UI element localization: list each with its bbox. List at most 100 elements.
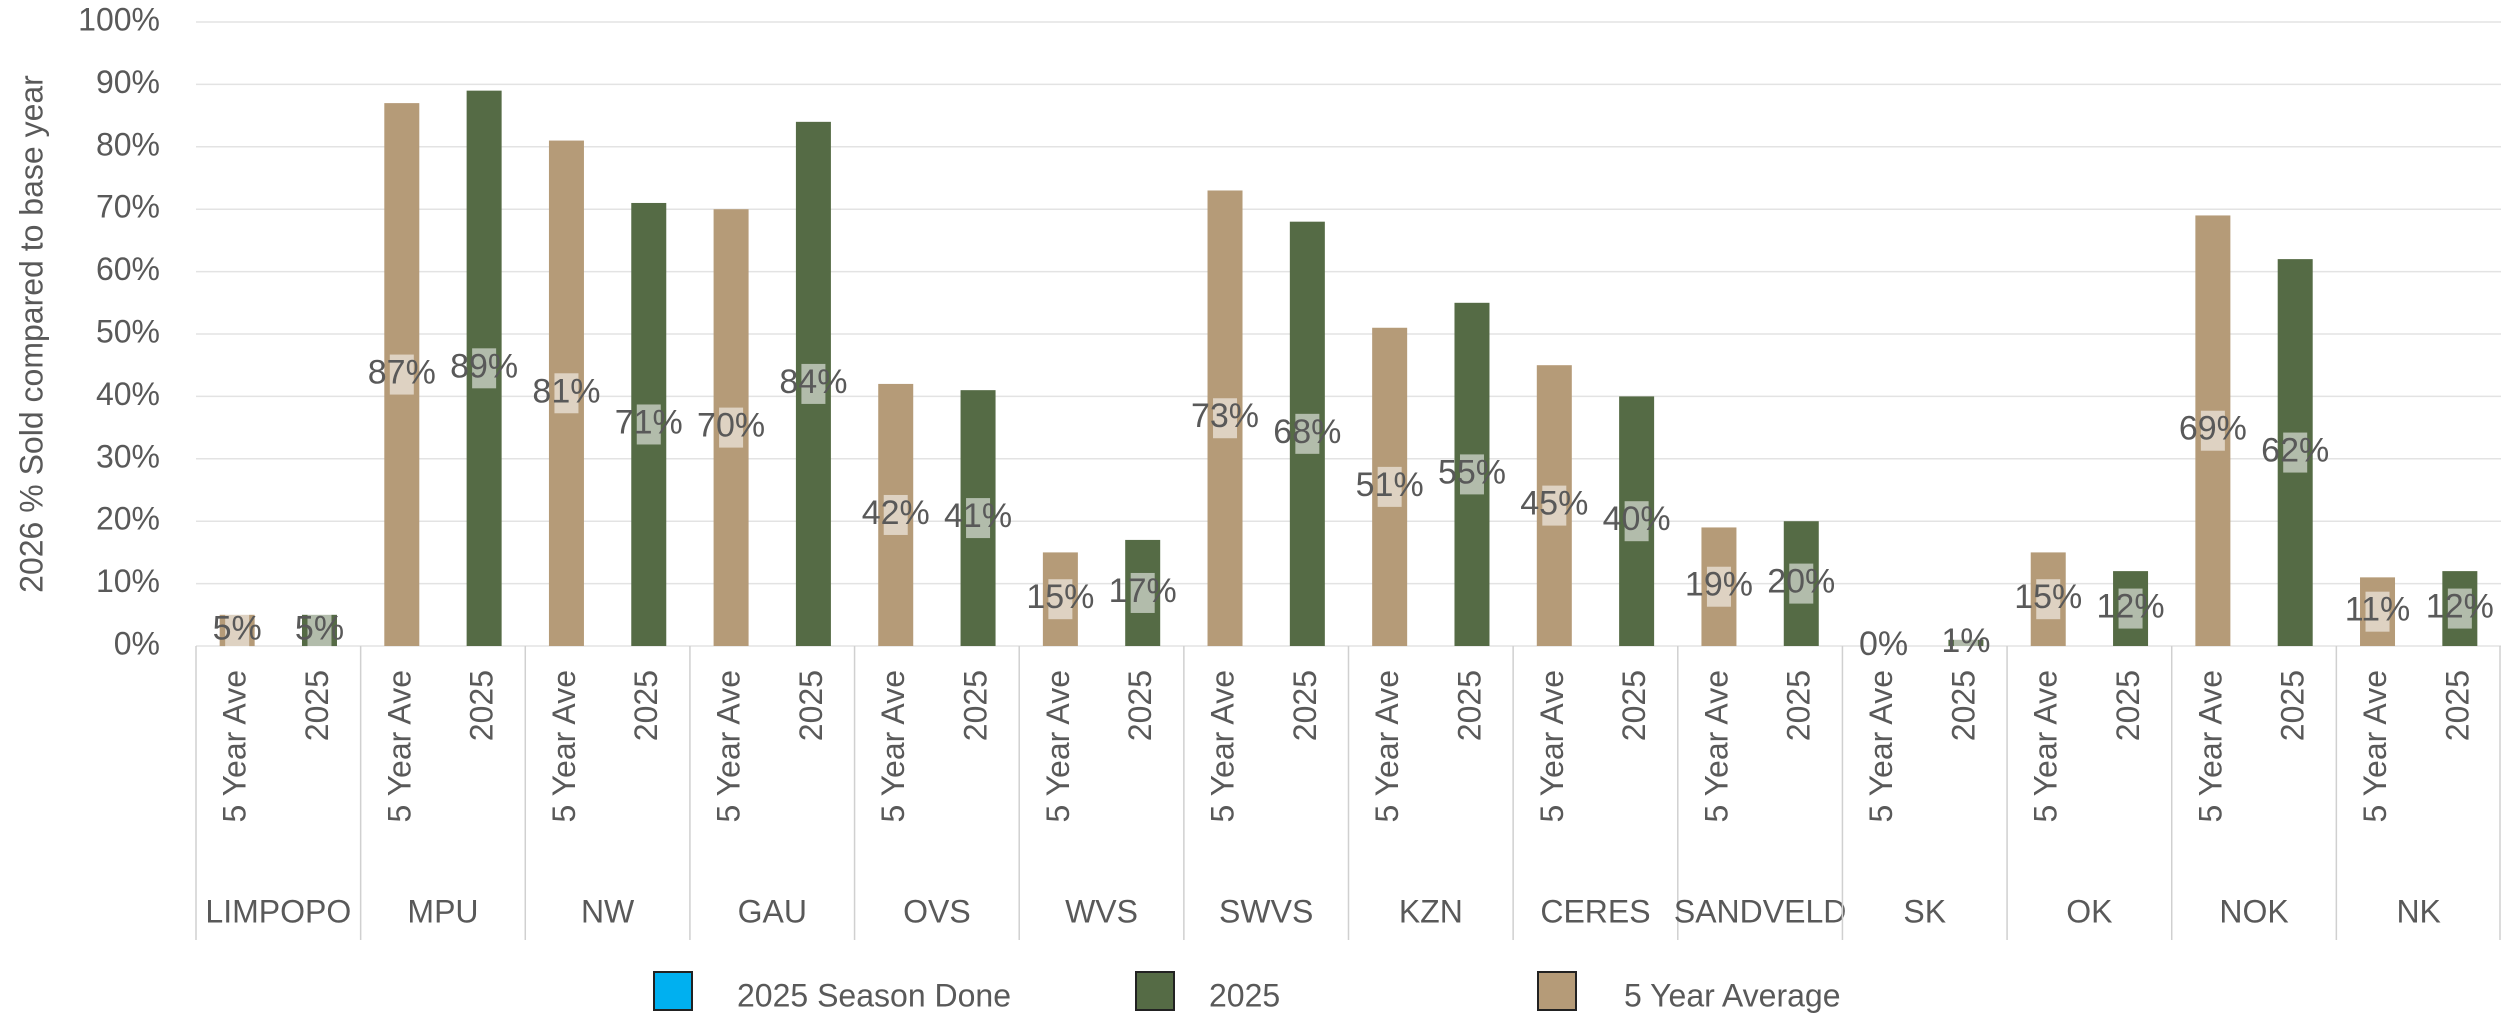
data-label: 45%: [1520, 485, 1588, 523]
x-tick-label: 2025: [2275, 670, 2311, 741]
x-tick-label: 2025: [958, 670, 994, 741]
group-label: NOK: [2219, 893, 2288, 929]
data-label: 81%: [532, 372, 600, 410]
x-tick-label: 5 Year Ave: [711, 670, 747, 822]
group-label: GAU: [738, 893, 807, 929]
data-label-background: [1295, 413, 1320, 454]
data-label-background: [472, 348, 497, 389]
group-label: KZN: [1399, 893, 1463, 929]
x-tick-label: 5 Year Ave: [546, 670, 582, 822]
x-tick-label: 5 Year Ave: [1040, 670, 1076, 822]
data-label-background: [1789, 563, 1814, 604]
data-label-background: [1953, 622, 1978, 663]
data-label: 55%: [1438, 453, 1506, 491]
data-label-background: [966, 498, 991, 539]
legend-label: 2025: [1209, 977, 1280, 1013]
x-tick-label: 2025: [1781, 670, 1817, 741]
group-label: SANDVELD: [1674, 893, 1847, 929]
group-label: LIMPOPO: [205, 893, 351, 929]
data-label-background: [1459, 454, 1484, 495]
data-label-background: [636, 404, 661, 445]
legend-label: 5 Year Average: [1624, 977, 1841, 1013]
y-tick-label: 0%: [114, 625, 160, 661]
x-tick-label: 2025: [2439, 670, 2475, 741]
group-label: CERES: [1540, 893, 1650, 929]
data-label: 70%: [697, 407, 765, 445]
y-tick-label: 50%: [96, 313, 160, 349]
data-label-background: [2447, 588, 2472, 629]
data-label: 5%: [295, 609, 344, 647]
y-tick-label: 100%: [78, 1, 160, 37]
x-tick-label: 2025: [2110, 670, 2146, 741]
x-tick-label: 5 Year Ave: [381, 670, 417, 822]
data-label-background: [1377, 466, 1402, 507]
y-tick-label: 80%: [96, 126, 160, 162]
data-label: 1%: [1941, 622, 1990, 660]
data-label-background: [1048, 579, 1073, 620]
data-label: 20%: [1767, 563, 1835, 601]
y-tick-label: 60%: [96, 251, 160, 287]
group-label: WVS: [1065, 893, 1138, 929]
y-tick-label: 30%: [96, 438, 160, 474]
x-tick-label: 2025: [628, 670, 664, 741]
data-label: 87%: [368, 354, 436, 392]
y-tick-label: 70%: [96, 189, 160, 225]
data-label: 68%: [1273, 413, 1341, 451]
x-tick-label: 2025: [1451, 670, 1487, 741]
legend-label: 2025 Season Done: [737, 977, 1011, 1013]
data-label: 12%: [2097, 588, 2165, 626]
data-label: 51%: [1356, 466, 1424, 504]
data-label: 5%: [213, 609, 262, 647]
y-tick-label: 20%: [96, 501, 160, 537]
data-label-background: [2118, 588, 2143, 629]
data-label-background: [307, 610, 332, 651]
y-axis-label: 2026 % Sold compared to base year: [13, 75, 49, 593]
x-tick-label: 2025: [1287, 670, 1323, 741]
data-label-background: [1213, 398, 1238, 439]
data-label: 19%: [1685, 566, 1753, 604]
group-label: MPU: [407, 893, 478, 929]
data-label: 73%: [1191, 397, 1259, 435]
data-label: 0%: [1859, 625, 1908, 663]
data-label: 62%: [2261, 432, 2329, 470]
x-tick-label: 5 Year Ave: [1863, 670, 1899, 822]
data-label-background: [2365, 591, 2390, 632]
legend-swatch: [1135, 971, 1175, 1011]
data-label-background: [801, 363, 826, 404]
group-label: SK: [1903, 893, 1946, 929]
x-tick-label: 2025: [793, 670, 829, 741]
data-label-background: [554, 373, 579, 414]
x-tick-label: 2025: [464, 670, 500, 741]
x-tick-label: 5 Year Ave: [1204, 670, 1240, 822]
legend-swatch: [1537, 971, 1577, 1011]
data-label: 41%: [944, 497, 1012, 535]
data-label-background: [1706, 566, 1731, 607]
group-label: NW: [581, 893, 635, 929]
data-label: 84%: [779, 363, 847, 401]
y-tick-label: 40%: [96, 376, 160, 412]
data-label: 71%: [615, 403, 683, 441]
x-tick-label: 5 Year Ave: [1698, 670, 1734, 822]
data-label: 15%: [1026, 578, 1094, 616]
data-label: 11%: [2345, 591, 2411, 629]
x-tick-label: 2025: [299, 670, 335, 741]
x-tick-label: 5 Year Ave: [1534, 670, 1570, 822]
data-label: 89%: [450, 347, 518, 385]
y-tick-label: 90%: [96, 64, 160, 100]
data-label: 12%: [2426, 588, 2494, 626]
data-label: 42%: [862, 494, 930, 532]
data-label-background: [2283, 432, 2308, 473]
group-label: OVS: [903, 893, 971, 929]
data-label-background: [2036, 579, 2061, 620]
x-tick-label: 5 Year Ave: [2028, 670, 2064, 822]
group-label: SWVS: [1219, 893, 1313, 929]
x-tick-label: 5 Year Ave: [875, 670, 911, 822]
data-label: 15%: [2014, 578, 2082, 616]
data-label: 40%: [1603, 500, 1671, 538]
x-tick-label: 5 Year Ave: [217, 670, 253, 822]
data-label-background: [1130, 572, 1155, 613]
x-tick-label: 5 Year Ave: [2357, 670, 2393, 822]
data-label: 69%: [2179, 410, 2247, 448]
data-label-background: [1624, 501, 1649, 542]
